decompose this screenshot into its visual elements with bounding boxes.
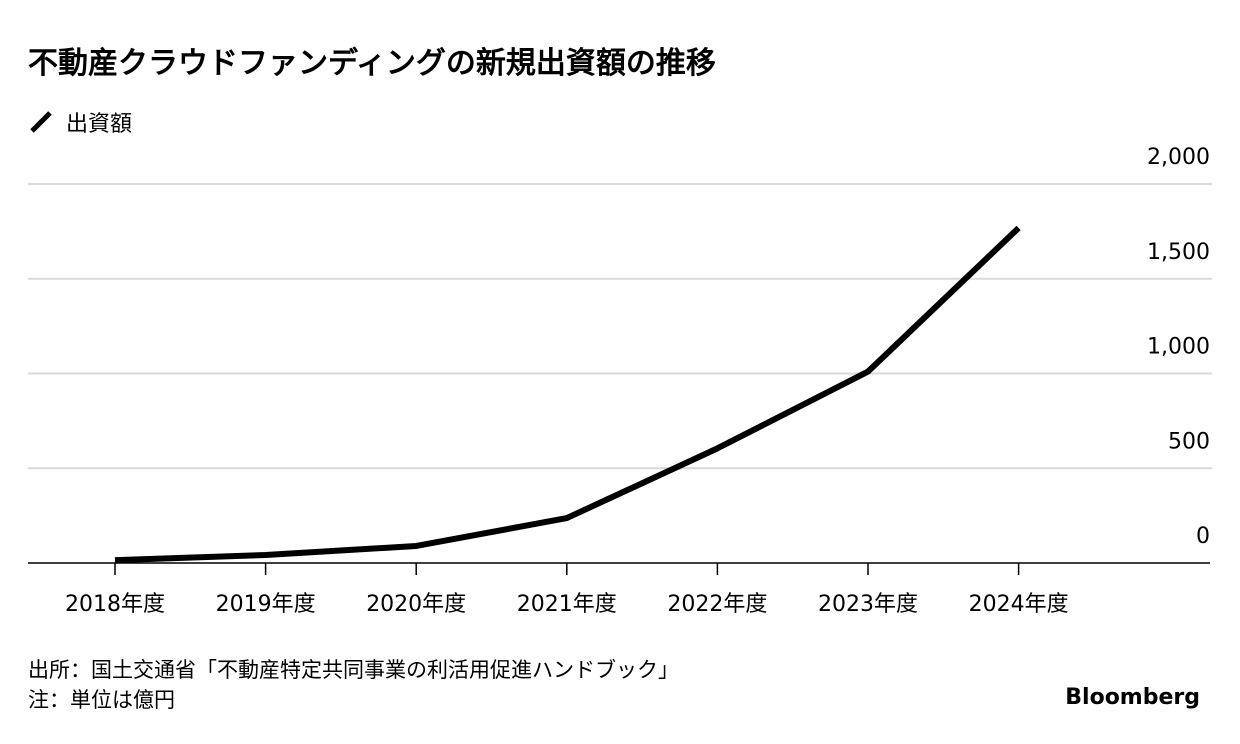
- legend-swatch: [30, 111, 52, 133]
- y-tick-label: 0: [1196, 524, 1210, 549]
- x-tick-label: 2022年度: [667, 592, 767, 617]
- brand-logo: Bloomberg: [1065, 685, 1200, 710]
- y-tick-label: 2,000: [1147, 145, 1210, 170]
- chart-title: 不動産クラウドファンディングの新規出資額の推移: [28, 46, 716, 81]
- y-tick-label: 1,500: [1147, 240, 1210, 265]
- x-tick-label: 2021年度: [517, 592, 617, 617]
- x-tick-label: 2023年度: [818, 592, 918, 617]
- x-tick-label: 2018年度: [65, 592, 165, 617]
- source-note: 出所：国土交通省「不動産特定共同事業の利活用促進ハンドブック」: [28, 658, 679, 682]
- unit-note: 注：単位は億円: [28, 688, 175, 712]
- x-tick-label: 2024年度: [969, 592, 1069, 617]
- data-line: [114, 225, 1021, 564]
- x-tick-label: 2019年度: [216, 592, 316, 617]
- y-tick-label: 500: [1168, 429, 1210, 454]
- x-tick-label: 2020年度: [366, 592, 466, 617]
- legend-label: 出資額: [66, 112, 132, 137]
- y-tick-label: 1,000: [1147, 335, 1210, 360]
